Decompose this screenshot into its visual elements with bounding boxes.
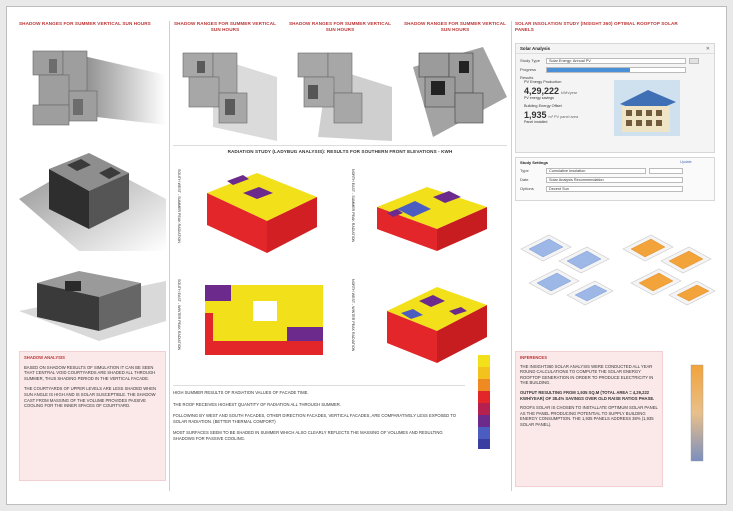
radiation-column: SHADOW RANGES FOR SUMMER VERTICAL SUN HO… [173,21,507,507]
solar-analysis-panel: Solar Analysis ✕ Study Type Solar Energy… [515,43,715,153]
radiation-label-1: SOUTH WEST - SUMMER PEAK RADIATION [177,169,181,243]
presentation-board: SHADOW RANGES FOR SUMMER VERTICAL SUN HO… [6,6,727,505]
inferences-text-3: ROOFS SOLAR IS CHOSEN TO INSTALLATE OPTI… [520,405,658,427]
radiation-label-3: SOUTH EAST - WINTER PEAK RADIATION [177,279,181,351]
radiation-model-4 [387,287,487,363]
study-type-label: Study Type [520,58,540,63]
energy-production-label: PV Energy Production [524,80,562,84]
shadow-render-top [19,45,166,133]
shadow-plan-1 [182,52,277,141]
study-settings-panel: Study Settings Update Type Cumulative In… [515,157,715,201]
study-type-select[interactable]: Solar Energy: Annual PV [546,57,686,64]
energy-production-value: 4,29,222 [524,85,560,96]
close-icon[interactable]: ✕ [705,45,710,52]
radiation-label-4: NORTH WEST - WINTER PEAK RADIATION [351,279,355,352]
inferences-panel: INFERENCES THE INSIGHT360 SOLAR ANALYSIS… [515,351,663,487]
radiation-title: RADIATION STUDY (LADYBUG ANALYSIS): RESU… [227,149,453,154]
panel-installed-label: Panel installed [524,119,548,124]
type-select[interactable]: Cumulative Insolation [546,167,646,174]
panel-area-unit: m² PV panel area [548,114,579,119]
date-select[interactable]: Solar Analysis Recommendation [546,176,683,183]
update-label[interactable]: Update [680,160,692,164]
shadow-plan-3 [413,47,507,137]
divider-2 [511,21,512,491]
radiation-note-2: THE ROOF RECEIVES HIGHEST QUANTITY OF RA… [173,401,341,407]
results-label: Results [520,74,534,80]
energy-savings-label: PV energy savings [524,95,554,100]
panel-area-value: 1,935 [524,109,547,120]
solar-panel-title: Solar Analysis [520,46,551,51]
solar-header: SOLAR INSOLATION STUDY (INSIGHT 360) OPT… [515,21,678,32]
progress-fill [547,67,630,72]
shadow-render-bottom [19,271,166,341]
solar-diagram-orange [622,234,716,306]
radiation-model-2 [377,187,487,251]
radiation-legend [478,355,490,449]
shadow-header: SHADOW RANGES FOR SUMMER VERTICAL SUN HO… [19,21,151,26]
radiation-label-2: NORTH EAST - SUMMER PEAK RADIATION [351,169,355,243]
study-type-button[interactable] [689,57,699,64]
radiation-note-1: HIGH SUMMER RESULTS OF RADIATION VALUES … [173,390,309,395]
solar-diagram-blue [520,234,614,306]
radiation-note-4: MOST SURFACES SEEM TO BE SHADED IN SUMME… [173,430,443,441]
insolation-scale [690,364,704,462]
inferences-text-2: OUTPUT RESULTING FROM 1,935 SQ.M (TOTAL … [520,389,655,401]
radiation-note-3: FOLLOWING BY WEST AND SOUTH FACADES, OTH… [173,413,457,424]
options-label: Options [520,186,534,191]
radiation-grid: SOUTH WEST - SUMMER PEAK RADIATION NORTH… [173,159,507,449]
energy-production-unit: kWh/year [561,90,578,95]
divider-1 [169,21,170,491]
inferences-title: INFERENCES [520,355,547,360]
radiation-notes: HIGH SUMMER RESULTS OF RADIATION VALUES … [173,385,465,442]
options-select[interactable]: Decent Sun [546,185,683,192]
shadow-plan-2 [297,52,392,141]
shadow-analysis-text-1: BASED ON SHADOW RESULTS OF SIMULATION IT… [24,364,156,381]
inferences-text-1: THE INSIGHT360 SOLAR ANALYSIS WERE CONDU… [520,363,654,386]
shadow-analysis-text-2: THE COURTYARDS OF UPPER LEVELS ARE LESS … [24,386,157,409]
shadow-render-middle [19,153,166,251]
date-label: Date [520,177,529,182]
shadow-analysis-title: SHADOW ANALYSIS [24,355,65,360]
type-label: Type [520,168,529,173]
building-thumbnail [614,80,680,136]
progress-bar [546,66,686,73]
shadow-header-3: SHADOW RANGES FOR SUMMER VERTICAL SUN HO… [288,21,392,32]
type-secondary-select[interactable] [649,167,683,174]
shadow-analysis-panel: SHADOW ANALYSIS BASED ON SHADOW RESULTS … [19,351,166,481]
shadow-header-4: SHADOW RANGES FOR SUMMER VERTICAL SUN HO… [403,21,507,32]
shadow-header-2: SHADOW RANGES FOR SUMMER VERTICAL SUN HO… [173,21,277,32]
shadow-column: SHADOW RANGES FOR SUMMER VERTICAL SUN HO… [19,21,166,507]
radiation-model-1 [207,173,317,253]
radiation-model-3 [205,285,323,355]
energy-offset-label: Building Energy Offset [524,104,562,109]
solar-column: SOLAR INSOLATION STUDY (INSIGHT 360) OPT… [515,21,722,507]
progress-label: Progress [520,67,537,72]
study-settings-label: Study Settings [520,159,549,165]
